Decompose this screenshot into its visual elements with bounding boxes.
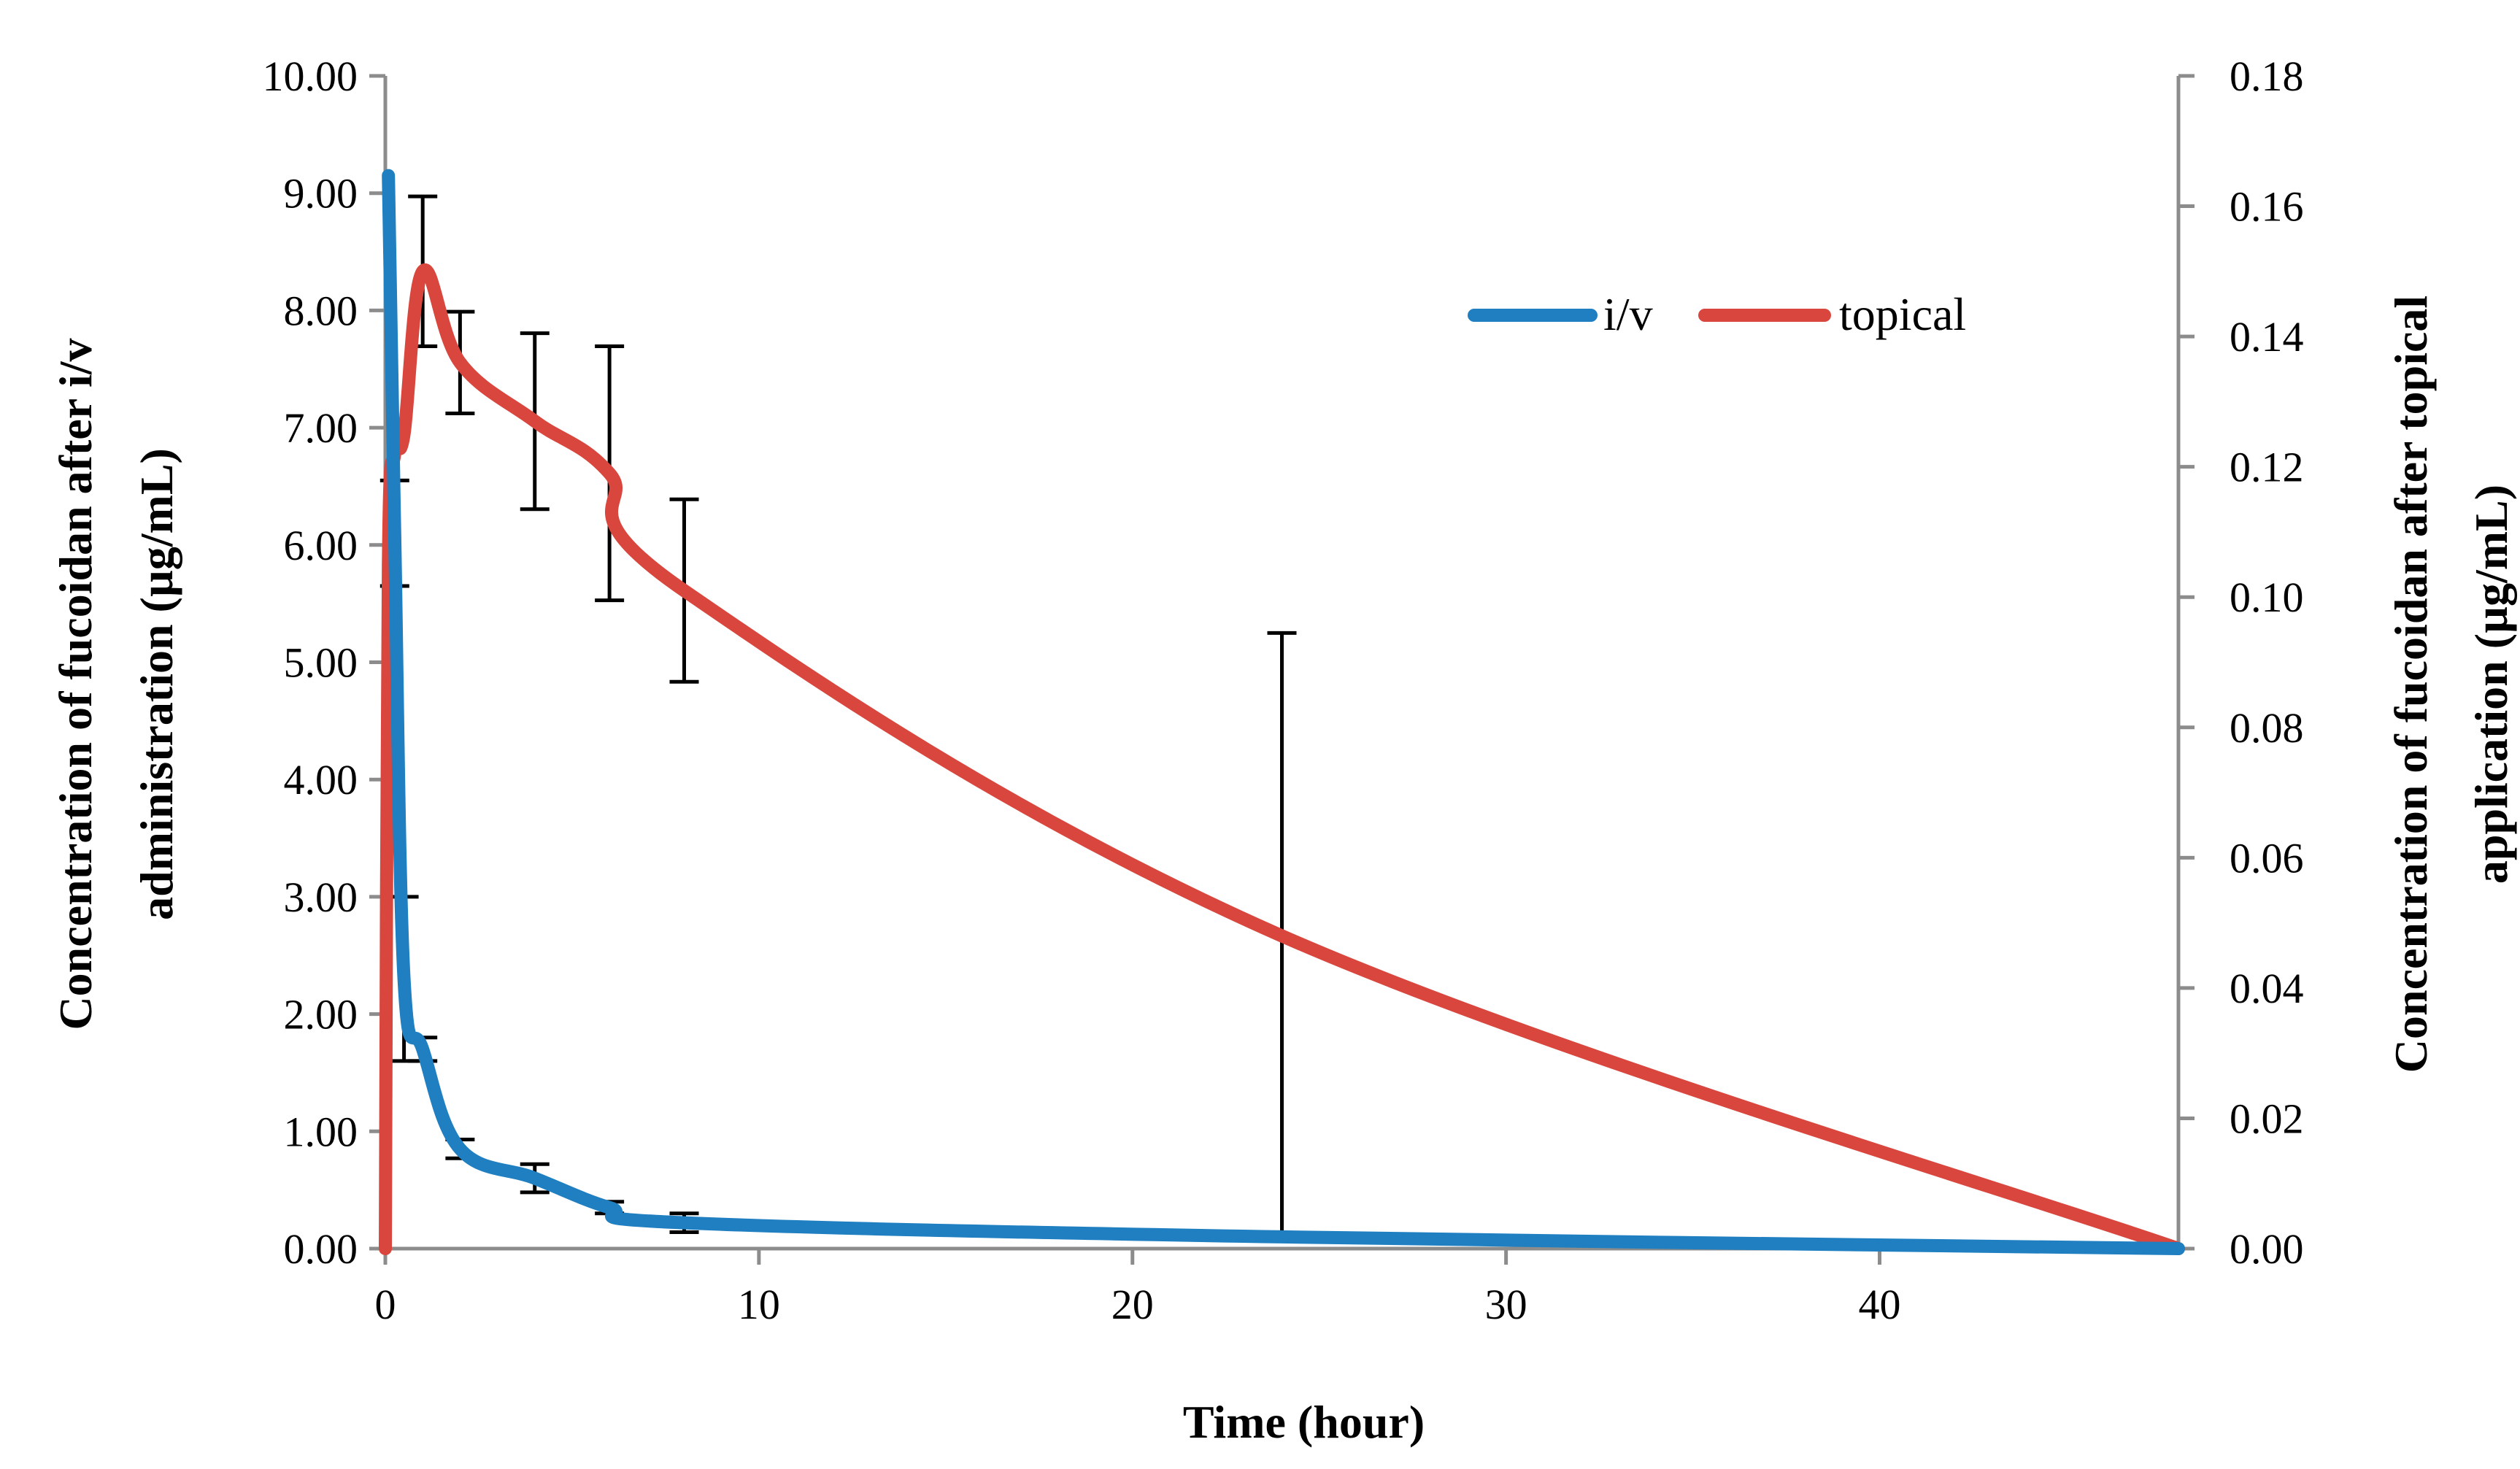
y-axis-right-title-line-2: application (µg/mL) xyxy=(2465,485,2517,884)
y-right-tick-label: 0.14 xyxy=(2230,313,2304,360)
y-axis-left-title-line-2: administration (µg/mL) xyxy=(131,448,182,920)
x-tick-label: 0 xyxy=(375,1281,396,1328)
x-tick-label: 10 xyxy=(738,1281,780,1328)
y-right-tick-label: 0.00 xyxy=(2230,1225,2304,1273)
y-left-tick-label: 8.00 xyxy=(284,287,358,334)
y-left-tick-label: 9.00 xyxy=(284,170,358,217)
y-right-tick-label: 0.02 xyxy=(2230,1095,2304,1142)
y-left-tick-label: 1.00 xyxy=(284,1108,358,1155)
y-left-tick-label: 2.00 xyxy=(284,991,358,1038)
y-right-tick-label: 0.18 xyxy=(2230,53,2304,100)
y-left-tick-label: 3.00 xyxy=(284,874,358,921)
y-right-tick-label: 0.04 xyxy=(2230,965,2304,1012)
y-right-tick-label: 0.16 xyxy=(2230,183,2304,231)
x-tick-label: 40 xyxy=(1859,1281,1901,1328)
x-tick-label: 20 xyxy=(1111,1281,1154,1328)
y-right-tick-label: 0.10 xyxy=(2230,574,2304,621)
y-left-tick-label: 0.00 xyxy=(284,1225,358,1273)
y-left-tick-label: 10.00 xyxy=(263,53,358,100)
x-tick-label: 30 xyxy=(1485,1281,1527,1328)
legend-label-topical: topical xyxy=(1839,288,1966,340)
y-left-tick-label: 4.00 xyxy=(284,756,358,803)
series-line-iv xyxy=(382,169,2185,1255)
y-left-tick-label: 6.00 xyxy=(284,522,358,569)
y-right-tick-label: 0.06 xyxy=(2230,834,2304,882)
y-right-tick-label: 0.12 xyxy=(2230,444,2304,491)
y-left-tick-label: 5.00 xyxy=(284,639,358,687)
x-axis-title: Time (hour) xyxy=(1183,1396,1425,1448)
legend-label-iv: i/v xyxy=(1603,288,1653,340)
y-axis-left-title-line-1: Concentration of fucoidan after i/v xyxy=(50,338,101,1030)
y-axis-right-title-line-1: Concentration of fucoidan after topical xyxy=(2385,296,2437,1073)
y-right-tick-label: 0.08 xyxy=(2230,704,2304,752)
y-left-tick-label: 7.00 xyxy=(284,404,358,452)
